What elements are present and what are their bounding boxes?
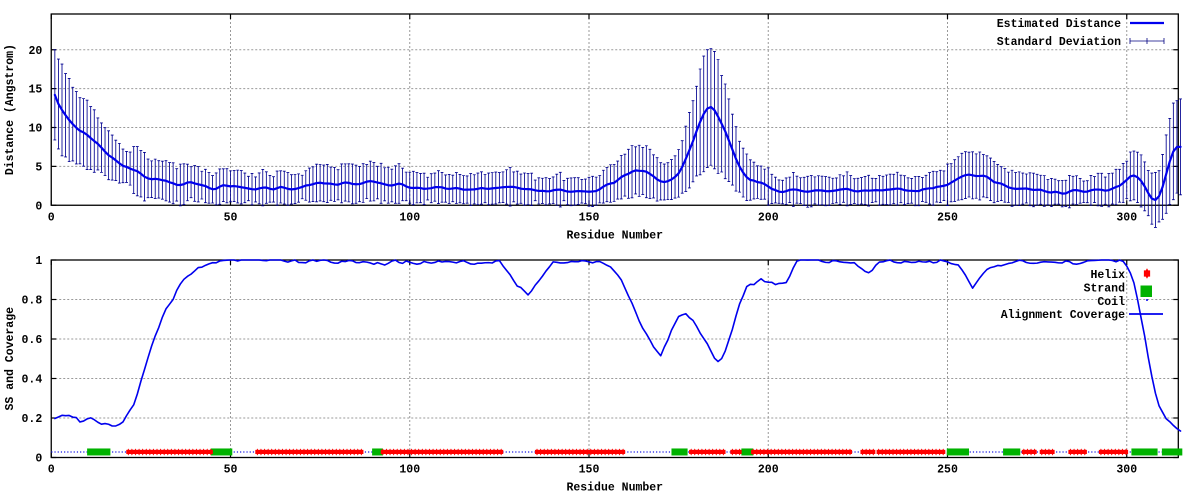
- svg-text:100: 100: [399, 464, 420, 477]
- svg-text:Estimated Distance: Estimated Distance: [997, 18, 1121, 31]
- svg-text:0.6: 0.6: [22, 334, 43, 347]
- svg-text:Residue Number: Residue Number: [566, 482, 663, 495]
- svg-text:Helix: Helix: [1090, 269, 1125, 282]
- svg-text:250: 250: [937, 211, 958, 224]
- svg-text:15: 15: [28, 84, 42, 97]
- svg-text:0.8: 0.8: [22, 295, 43, 308]
- svg-text:SS and Coverage: SS and Coverage: [4, 307, 17, 411]
- svg-text:0: 0: [48, 211, 55, 224]
- svg-text:200: 200: [758, 464, 779, 477]
- svg-text:Standard Deviation: Standard Deviation: [997, 36, 1121, 49]
- svg-text:0: 0: [48, 464, 55, 477]
- svg-text:100: 100: [399, 211, 420, 224]
- svg-text:0.4: 0.4: [22, 374, 43, 387]
- svg-text:300: 300: [1116, 464, 1137, 477]
- svg-text:Residue Number: Residue Number: [566, 229, 663, 242]
- svg-text:150: 150: [579, 211, 600, 224]
- svg-text:50: 50: [224, 211, 238, 224]
- svg-text:20: 20: [28, 45, 42, 58]
- svg-text:10: 10: [28, 123, 42, 136]
- svg-text:0: 0: [35, 453, 42, 466]
- svg-text:5: 5: [35, 161, 42, 174]
- svg-text:0: 0: [35, 200, 42, 213]
- svg-text:200: 200: [758, 211, 779, 224]
- svg-text:150: 150: [579, 464, 600, 477]
- svg-text:50: 50: [224, 464, 238, 477]
- svg-text:Coil: Coil: [1097, 296, 1125, 309]
- svg-text:Alignment Coverage: Alignment Coverage: [1001, 309, 1125, 322]
- svg-text:1: 1: [35, 255, 42, 268]
- svg-text:250: 250: [937, 464, 958, 477]
- svg-text:0.2: 0.2: [22, 413, 43, 426]
- svg-text:300: 300: [1116, 211, 1137, 224]
- svg-text:Strand: Strand: [1084, 283, 1126, 296]
- svg-text:Distance (Angstrom): Distance (Angstrom): [4, 44, 17, 175]
